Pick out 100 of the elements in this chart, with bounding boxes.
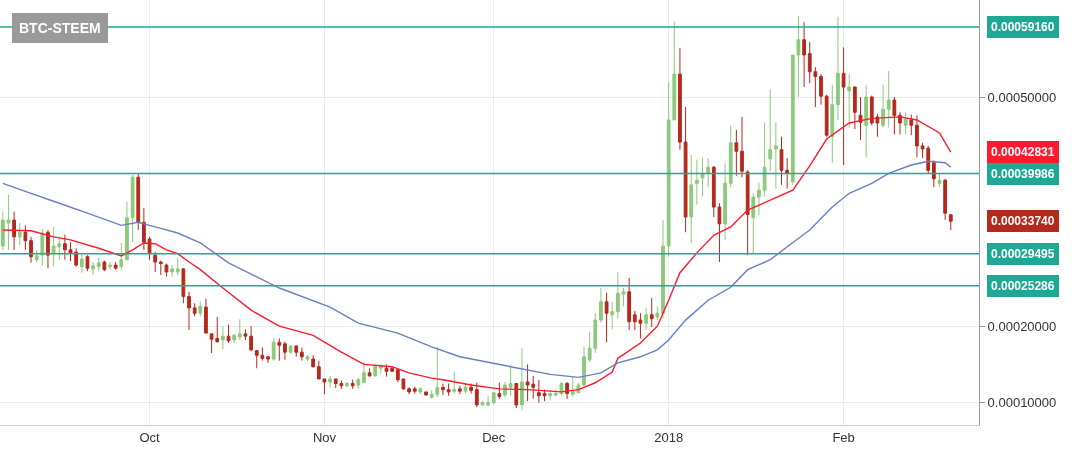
- x-tick-label: Oct: [139, 429, 161, 445]
- candlestick: [757, 182, 761, 216]
- candlestick: [847, 73, 852, 129]
- candlestick: [153, 251, 158, 273]
- candlestick: [345, 381, 349, 388]
- ref-line-label: 0.00025286: [991, 279, 1055, 293]
- candlestick: [130, 174, 135, 243]
- candlestick: [350, 379, 355, 390]
- candlestick: [903, 111, 908, 135]
- candlestick: [373, 363, 378, 378]
- candlestick: [158, 260, 163, 276]
- candlestick: [23, 224, 28, 251]
- candlestick: [305, 354, 310, 362]
- candlestick: [418, 386, 423, 395]
- candlestick: [232, 333, 237, 344]
- candlestick: [249, 325, 253, 352]
- candlestick: [881, 84, 885, 129]
- candlestick: [102, 260, 107, 272]
- candlestick: [469, 383, 474, 394]
- ref-line-label: 0.00059160: [991, 20, 1055, 34]
- candlestick: [723, 162, 727, 241]
- candlestick: [852, 85, 857, 130]
- candlestick: [480, 400, 485, 407]
- candlestick: [830, 84, 835, 164]
- candlestick: [108, 261, 112, 271]
- y-tick-label: 0.00010000: [987, 395, 1057, 411]
- ref-line-label: 0.00039986: [991, 167, 1055, 181]
- candlestick: [367, 367, 372, 378]
- candlestick: [17, 222, 22, 246]
- candlestick: [599, 287, 603, 323]
- candlestick: [243, 328, 248, 341]
- candlestick: [548, 389, 553, 401]
- candlestick: [226, 324, 231, 344]
- candlestick: [474, 382, 479, 408]
- candlestick: [649, 297, 654, 328]
- candlestick: [706, 157, 711, 188]
- candlestick: [113, 261, 118, 271]
- candlestick: [514, 383, 519, 409]
- candlestick: [931, 159, 936, 188]
- candlestick: [683, 106, 688, 233]
- candlestick: [644, 307, 648, 331]
- candlestick: [582, 346, 586, 388]
- x-tick-label: 2018: [654, 429, 684, 445]
- candlestick: [300, 347, 304, 362]
- candlestick: [96, 256, 101, 272]
- candlestick: [740, 116, 744, 178]
- candlestick: [886, 70, 891, 129]
- candlestick: [12, 211, 16, 251]
- candlestick: [424, 391, 428, 397]
- candlestick: [175, 257, 180, 276]
- candlestick: [627, 277, 632, 331]
- candlestick: [751, 192, 756, 254]
- candlestick: [655, 305, 660, 321]
- candlestick: [508, 364, 513, 397]
- candlestick: [407, 386, 411, 395]
- candlestick: [91, 261, 95, 276]
- candlestick: [221, 325, 225, 350]
- candlestick: [694, 159, 699, 206]
- candlestick: [136, 173, 141, 231]
- candlestick: [836, 16, 840, 121]
- candlestick: [610, 301, 615, 330]
- candlestick: [198, 301, 203, 317]
- x-tick-label: Dec: [482, 429, 506, 445]
- candlestick: [463, 383, 468, 394]
- x-tick-label: Nov: [312, 429, 337, 445]
- candlestick: [773, 121, 778, 190]
- text: 0.00033740: [991, 214, 1055, 228]
- candlestick: [892, 96, 897, 135]
- candlestick: [412, 386, 417, 394]
- candlestick: [277, 337, 282, 362]
- candlestick: [271, 337, 276, 362]
- candlestick: [452, 371, 457, 394]
- candlestick: [937, 172, 942, 188]
- candlestick: [678, 47, 682, 151]
- candlestick: [46, 229, 50, 269]
- x-tick-label: Feb: [832, 429, 855, 445]
- text: BTC-STEEM: [19, 20, 101, 36]
- line-series: [2, 160, 952, 379]
- candlestick: [204, 298, 208, 334]
- candlestick: [745, 169, 750, 256]
- candlestick: [858, 96, 863, 141]
- candlestick: [661, 219, 665, 320]
- candlestick: [192, 302, 197, 317]
- text: 0.00042831: [991, 145, 1055, 159]
- candlestick: [943, 178, 948, 221]
- candlestick: [85, 254, 90, 272]
- candlestick: [125, 201, 129, 261]
- candlestick: [700, 157, 705, 197]
- candlestick: [915, 114, 919, 158]
- candlestick: [237, 318, 242, 341]
- candlestick: [170, 264, 174, 278]
- line-series: [2, 116, 952, 393]
- y-tick-label: 0.00050000: [987, 89, 1057, 105]
- candlestick: [497, 382, 502, 400]
- candlestick: [457, 385, 462, 395]
- candlestick: [328, 375, 332, 388]
- candlestick: [841, 46, 846, 166]
- candlestick: [824, 94, 829, 138]
- candlestick: [762, 121, 767, 197]
- candlestick: [948, 214, 953, 231]
